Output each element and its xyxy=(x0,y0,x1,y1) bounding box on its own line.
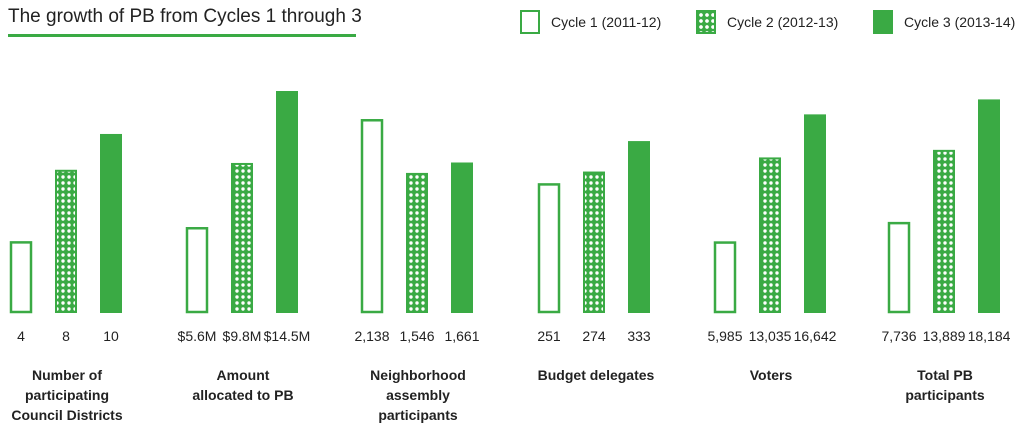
value-label-group-2-cycle-1: $5.6M xyxy=(178,328,217,344)
category-label-group-2-line-1: Amount xyxy=(217,367,270,383)
bar-group-3-cycle-3 xyxy=(451,162,473,313)
category-label-group-6-line-1: Total PB xyxy=(917,367,973,383)
legend-label-cycle-1: Cycle 1 (2011-12) xyxy=(551,14,662,30)
legend-swatch-dotted xyxy=(696,10,716,34)
value-label-group-6-cycle-1: 7,736 xyxy=(881,328,916,344)
bar-group-2-cycle-1 xyxy=(185,227,209,314)
category-label-group-1-line-1: Number of xyxy=(32,367,102,383)
bars-layer: 4 8 10 Number of participating Council Distri… xyxy=(9,91,1011,423)
bar-group-5-cycle-1 xyxy=(713,241,737,314)
bar-group-4-cycle-3 xyxy=(628,141,650,313)
value-label-group-4-cycle-2: 274 xyxy=(582,328,606,344)
category-label-group-5-line-1: Voters xyxy=(750,367,793,383)
value-label-group-2-cycle-3: $14.5M xyxy=(264,328,311,344)
value-label-group-6-cycle-2: 13,889 xyxy=(923,328,966,344)
bar-group-1-cycle-3 xyxy=(100,133,122,313)
value-label-group-4-cycle-1: 251 xyxy=(537,328,561,344)
category-label-group-6-line-2: participants xyxy=(905,387,985,403)
value-label-group-4-cycle-3: 333 xyxy=(627,328,651,344)
bar-group-6-cycle-2 xyxy=(933,149,955,313)
category-label-group-3-line-1: Neighborhood xyxy=(370,367,466,383)
category-label-group-1-line-2: participating xyxy=(25,387,109,403)
bar-group-1-cycle-1 xyxy=(9,241,33,314)
value-label-group-2-cycle-2: $9.8M xyxy=(223,328,262,344)
bar-group-4-cycle-1 xyxy=(537,183,561,314)
category-label-group-3-line-3: participants xyxy=(378,407,458,423)
bar-group-5-cycle-3 xyxy=(804,114,826,313)
value-label-group-5-cycle-3: 16,642 xyxy=(794,328,837,344)
bar-group-3-cycle-1 xyxy=(360,119,384,314)
bar-group-4-cycle-2 xyxy=(583,171,605,313)
legend-label-cycle-3: Cycle 3 (2013-14) xyxy=(904,14,1016,30)
category-label-group-4-line-1: Budget delegates xyxy=(538,367,655,383)
bar-group-1-cycle-2 xyxy=(55,169,77,313)
value-label-group-3-cycle-2: 1,546 xyxy=(399,328,434,344)
legend: Cycle 1 (2011-12) Cycle 2 (2012-13) Cycl… xyxy=(520,10,1020,36)
value-label-group-1-cycle-2: 8 xyxy=(62,328,70,344)
bar-group-6-cycle-1 xyxy=(887,221,911,314)
value-label-group-3-cycle-3: 1,661 xyxy=(444,328,479,344)
legend-swatch-outline xyxy=(520,10,540,34)
category-label-group-1-line-3: Council Districts xyxy=(11,407,122,423)
title-underline xyxy=(8,34,356,37)
bar-group-5-cycle-2 xyxy=(759,157,781,313)
bar-group-2-cycle-2 xyxy=(231,162,253,313)
value-label-group-5-cycle-2: 13,035 xyxy=(749,328,792,344)
bar-group-2-cycle-3 xyxy=(276,91,298,313)
value-label-group-1-cycle-3: 10 xyxy=(103,328,119,344)
value-label-group-1-cycle-1: 4 xyxy=(17,328,25,344)
category-label-group-3-line-2: assembly xyxy=(386,387,450,403)
bar-group-6-cycle-3 xyxy=(978,99,1000,313)
value-label-group-6-cycle-3: 18,184 xyxy=(968,328,1011,344)
value-label-group-5-cycle-1: 5,985 xyxy=(707,328,742,344)
legend-swatch-solid xyxy=(873,10,893,34)
chart-title: The growth of PB from Cycles 1 through 3 xyxy=(8,6,362,27)
category-label-group-2-line-2: allocated to PB xyxy=(192,387,293,403)
value-label-group-3-cycle-1: 2,138 xyxy=(354,328,389,344)
legend-label-cycle-2: Cycle 2 (2012-13) xyxy=(727,14,839,30)
bar-group-3-cycle-2 xyxy=(406,172,428,313)
